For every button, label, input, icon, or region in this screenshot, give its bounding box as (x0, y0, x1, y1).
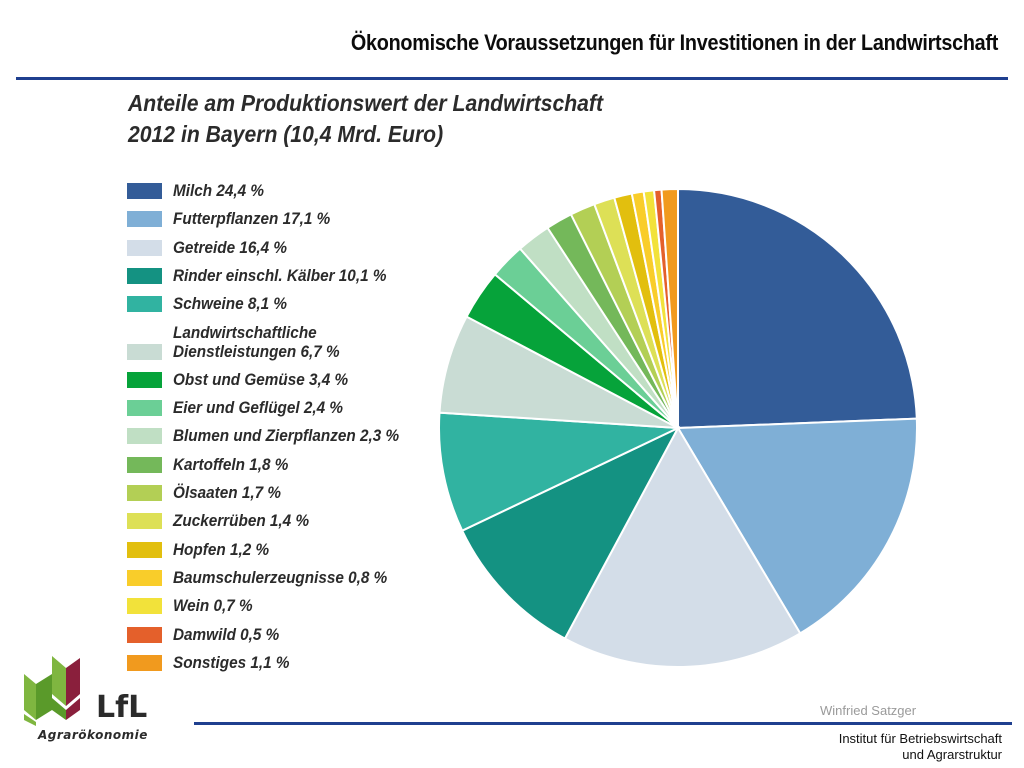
legend-swatch (127, 183, 162, 199)
pie-slice (660, 187, 679, 429)
legend-swatch (127, 296, 162, 313)
legend-label: Sonstiges 1,1 % (173, 652, 290, 672)
institute-line-2: und Agrarstruktur (902, 747, 1002, 762)
legend-swatch (127, 598, 162, 615)
chart-title-line-2: 2012 in Bayern (10,4 Mrd. Euro) (128, 121, 444, 147)
legend-swatch (127, 626, 162, 643)
legend-label: Obst und Gemüse 3,4 % (173, 369, 349, 389)
pie-slice (563, 425, 802, 668)
legend-label: Baumschulerzeugnisse 0,8 % (173, 567, 388, 587)
legend-swatch (127, 371, 162, 388)
legend-label: Damwild 0,5 % (173, 624, 280, 644)
legend-label: Landwirtschaftliche (173, 322, 317, 342)
legend-swatch (127, 343, 162, 360)
legend-label: Schweine 8,1 % (173, 294, 287, 314)
legend-label: Ölsaaten 1,7 % (173, 483, 282, 502)
logo-subtitle: Agrarökonomie (38, 728, 148, 742)
legend-label: Rinder einschl. Kälber 10,1 % (173, 265, 387, 285)
chart-title: Anteile am Produktionswert der Landwirts… (128, 88, 603, 150)
legend-label: Dienstleistungen 6,7 % (173, 341, 340, 361)
header-divider (16, 77, 1008, 80)
author-name: Winfried Satzger (820, 703, 917, 718)
legend-label: Milch 24,4 % (173, 181, 264, 200)
legend-swatch (127, 239, 162, 256)
pie-slice (460, 425, 681, 640)
legend-swatch (127, 428, 162, 445)
pie-slice (676, 417, 918, 635)
legend-swatch (127, 267, 162, 284)
legend-swatch (127, 541, 162, 558)
legend-label: Kartoffeln 1,8 % (173, 454, 289, 474)
legend-swatch (127, 211, 162, 228)
legend-label: Futterpflanzen 17,1 % (173, 209, 331, 229)
legend-label: Wein 0,7 % (173, 596, 253, 616)
legend-swatch (127, 456, 162, 473)
lfl-logo-icon (24, 656, 80, 726)
chart-title-line-1: Anteile am Produktionswert der Landwirts… (128, 90, 604, 116)
slide-title: Ökonomische Voraussetzungen für Investit… (350, 30, 998, 55)
pie-slice (677, 187, 918, 430)
footer-divider (194, 722, 1012, 725)
logo-text: LfL (96, 690, 148, 725)
legend-label: Blumen und Zierpflanzen 2,3 % (173, 426, 400, 446)
legend-swatch (127, 569, 162, 586)
legend-swatch (127, 400, 162, 417)
legend-swatch (127, 654, 162, 671)
legend-label: Eier und Geflügel 2,4 % (173, 398, 344, 418)
legend-swatch (127, 485, 162, 501)
pie-slice (438, 411, 682, 533)
legend-label: Getreide 16,4 % (173, 237, 287, 257)
legend-swatch (127, 513, 162, 530)
institute-line-1: Institut für Betriebswirtschaft (838, 731, 1002, 746)
legend-label: Hopfen 1,2 % (173, 539, 270, 559)
legend-label: Zuckerrüben 1,4 % (173, 511, 310, 531)
institute-name: Institut für Betriebswirtschaft und Agra… (839, 731, 1002, 763)
